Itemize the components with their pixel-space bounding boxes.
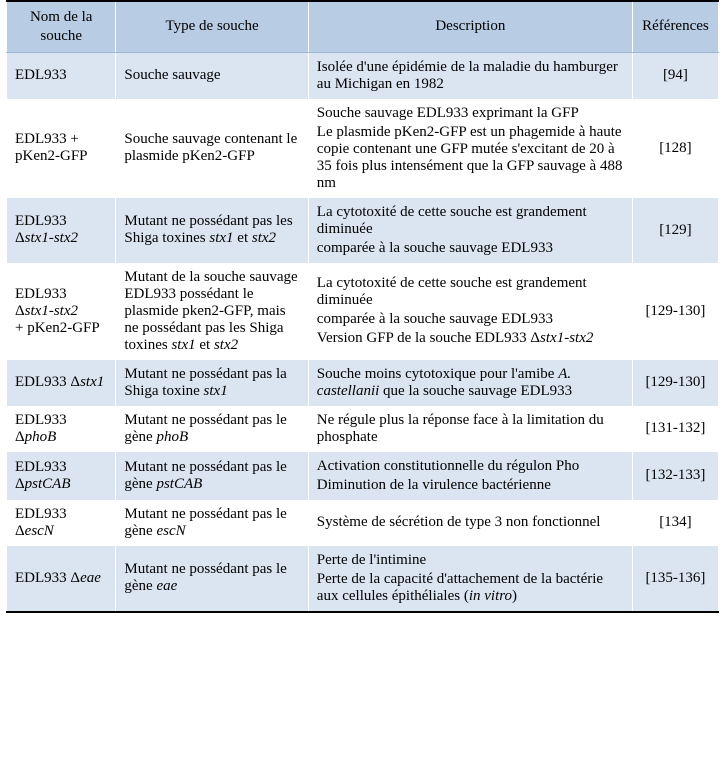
strains-table: Nom de la souche Type de souche Descript… xyxy=(6,0,719,613)
table-row: EDL933 + pKen2-GFPSouche sauvage contena… xyxy=(7,99,719,198)
table-row: EDL933 ΔphoBMutant ne possédant pas le g… xyxy=(7,406,719,452)
cell-strain-type: Mutant ne possédant pas la Shiga toxine … xyxy=(116,360,308,406)
cell-description: Souche sauvage EDL933 exprimant la GFPLe… xyxy=(308,99,632,198)
table-row: EDL933 ΔpstCABMutant ne possédant pas le… xyxy=(7,452,719,500)
cell-strain-type: Mutant ne possédant pas le gène phoB xyxy=(116,406,308,452)
col-header-name: Nom de la souche xyxy=(7,1,116,52)
cell-description: Isolée d'une épidémie de la maladie du h… xyxy=(308,52,632,99)
cell-references: [132-133] xyxy=(632,452,718,500)
col-header-type: Type de souche xyxy=(116,1,308,52)
cell-references: [129] xyxy=(632,198,718,263)
cell-references: [128] xyxy=(632,99,718,198)
col-header-refs: Références xyxy=(632,1,718,52)
cell-description: Activation constitutionnelle du régulon … xyxy=(308,452,632,500)
cell-strain-name: EDL933 Δeae xyxy=(7,546,116,612)
cell-strain-name: EDL933 ΔescN xyxy=(7,500,116,546)
table-header-row: Nom de la souche Type de souche Descript… xyxy=(7,1,719,52)
cell-strain-type: Souche sauvage contenant le plasmide pKe… xyxy=(116,99,308,198)
cell-references: [129-130] xyxy=(632,360,718,406)
table-row: EDL933 ΔescNMutant ne possédant pas le g… xyxy=(7,500,719,546)
table-row: EDL933 Δstx1-stx2+ pKen2-GFPMutant de la… xyxy=(7,263,719,360)
cell-description: Souche moins cytotoxique pour l'amibe A.… xyxy=(308,360,632,406)
cell-description: Perte de l'intiminePerte de la capacité … xyxy=(308,546,632,612)
cell-strain-name: EDL933 xyxy=(7,52,116,99)
table-row: EDL933 Δstx1Mutant ne possédant pas la S… xyxy=(7,360,719,406)
cell-references: [131-132] xyxy=(632,406,718,452)
cell-references: [135-136] xyxy=(632,546,718,612)
cell-description: Ne régule plus la réponse face à la limi… xyxy=(308,406,632,452)
cell-references: [94] xyxy=(632,52,718,99)
cell-strain-name: EDL933 Δstx1 xyxy=(7,360,116,406)
cell-references: [129-130] xyxy=(632,263,718,360)
cell-strain-type: Souche sauvage xyxy=(116,52,308,99)
cell-strain-name: EDL933 + pKen2-GFP xyxy=(7,99,116,198)
cell-description: La cytotoxité de cette souche est grande… xyxy=(308,263,632,360)
cell-strain-type: Mutant de la souche sauvage EDL933 possé… xyxy=(116,263,308,360)
cell-description: Système de sécrétion de type 3 non fonct… xyxy=(308,500,632,546)
cell-strain-type: Mutant ne possédant pas le gène eae xyxy=(116,546,308,612)
table-row: EDL933 ΔeaeMutant ne possédant pas le gè… xyxy=(7,546,719,612)
cell-strain-type: Mutant ne possédant pas le gène escN xyxy=(116,500,308,546)
cell-description: La cytotoxité de cette souche est grande… xyxy=(308,198,632,263)
cell-references: [134] xyxy=(632,500,718,546)
cell-strain-name: EDL933 Δstx1-stx2+ pKen2-GFP xyxy=(7,263,116,360)
cell-strain-type: Mutant ne possédant pas les Shiga toxine… xyxy=(116,198,308,263)
table-row: EDL933 Δstx1-stx2Mutant ne possédant pas… xyxy=(7,198,719,263)
cell-strain-type: Mutant ne possédant pas le gène pstCAB xyxy=(116,452,308,500)
table-row: EDL933Souche sauvageIsolée d'une épidémi… xyxy=(7,52,719,99)
col-header-desc: Description xyxy=(308,1,632,52)
cell-strain-name: EDL933 ΔphoB xyxy=(7,406,116,452)
cell-strain-name: EDL933 ΔpstCAB xyxy=(7,452,116,500)
cell-strain-name: EDL933 Δstx1-stx2 xyxy=(7,198,116,263)
